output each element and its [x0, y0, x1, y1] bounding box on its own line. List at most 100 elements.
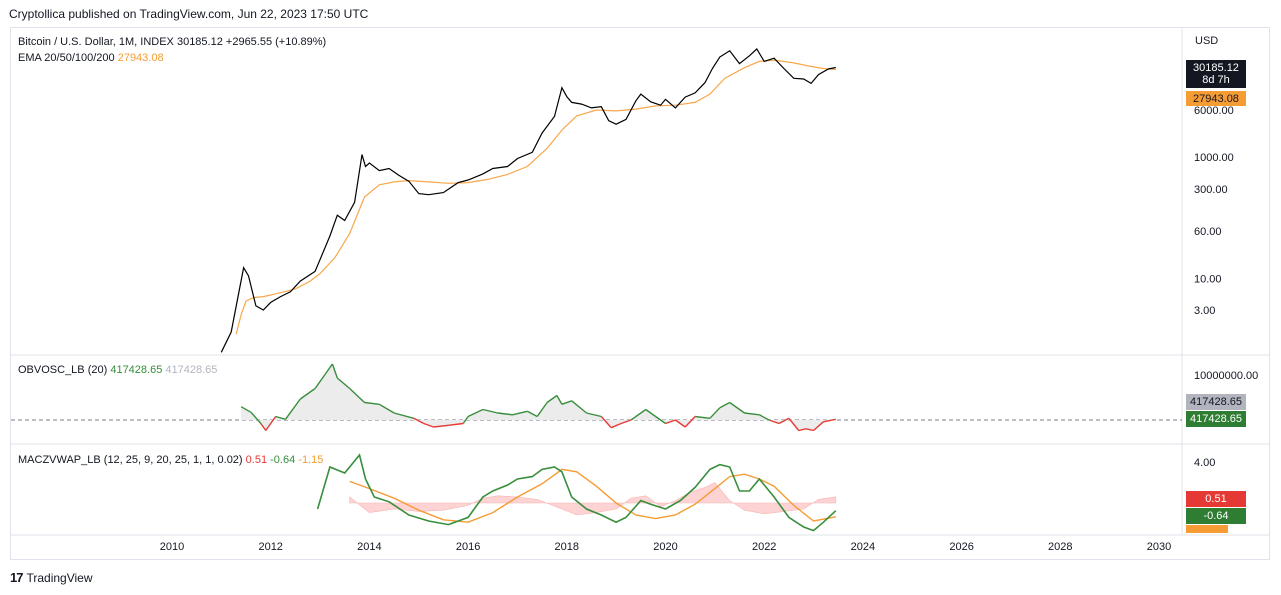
macz-value-2: -0.64: [270, 454, 296, 466]
macz-histogram-layer: [349, 482, 837, 516]
obv-segment: [744, 412, 760, 416]
price-tick-label: 1000.00: [1194, 152, 1234, 164]
ema-legend[interactable]: EMA 20/50/100/200 27943.08: [18, 52, 164, 64]
obv-segment: [275, 415, 286, 420]
obv-segment: [798, 428, 807, 432]
obv-segment: [526, 410, 538, 418]
obv-segment: [240, 406, 252, 413]
obv-segment: [719, 401, 731, 409]
obv-segment: [805, 428, 814, 432]
obv-name: OBVOSC_LB (20): [18, 364, 108, 376]
obv-segment: [260, 423, 267, 431]
obv-segment: [413, 417, 425, 425]
obv-segment: [423, 422, 434, 428]
macz-badge-green-bg: [1186, 508, 1246, 524]
ema-badge-bg: [1186, 91, 1246, 106]
price-change: +2965.55 (+10.89%): [225, 36, 327, 48]
time-tick-label: 2030: [1147, 541, 1171, 553]
macz-legend[interactable]: MACZVWAP_LB (12, 25, 9, 20, 25, 1, 1, 0.…: [18, 454, 323, 466]
obv-segment: [448, 422, 464, 426]
obv-segment: [265, 416, 277, 431]
series-layer: [220, 48, 837, 532]
time-axis-ticks[interactable]: 2010 2012 2014 2016 2018 2020 2022 2024 2026 2028…: [160, 541, 1171, 553]
last-price-badge-text: 30185.12: [1193, 62, 1239, 74]
time-tick-label: 2026: [949, 541, 973, 553]
tradingview-footer[interactable]: 17 TradingView: [10, 570, 93, 585]
macz-badge-orange: [1186, 525, 1228, 533]
obv-segment: [600, 416, 612, 429]
obv-segment: [324, 363, 333, 375]
macz-badge-green-text: -0.64: [1203, 510, 1228, 522]
obv-segment: [778, 417, 790, 425]
obv-segment: [556, 395, 563, 405]
obv-badge-green-text: 417428.65: [1190, 413, 1242, 425]
tradingview-logo-icon: 17: [10, 570, 24, 585]
macz-signal-line: [349, 468, 836, 523]
obv-segment: [823, 418, 836, 423]
price-axis-ticks[interactable]: 3.00 10.00 60.00 300.00 1000.00 6000.00 100000…: [1194, 105, 1258, 469]
ema-badge-text: 27943.08: [1193, 93, 1239, 105]
macz-histogram: [349, 482, 837, 516]
obv-value-2: 417428.65: [165, 364, 218, 376]
obv-segment: [571, 400, 587, 414]
obv-segment: [645, 408, 657, 418]
obv-legend[interactable]: OBVOSC_LB (20) 417428.65 417428.65: [18, 364, 217, 376]
time-tick-label: 2022: [752, 541, 776, 553]
publisher-caption: Cryptollica published on TradingView.com…: [9, 7, 369, 21]
price-tick-label: 60.00: [1194, 226, 1222, 238]
obv-segment: [729, 401, 745, 414]
obv-segment: [684, 416, 696, 428]
time-tick-label: 2012: [258, 541, 282, 553]
obv-segment: [378, 403, 395, 414]
obv-segment: [462, 416, 469, 424]
obv-badge-green-bg: [1186, 411, 1246, 427]
macz-value-1: 0.51: [245, 454, 268, 466]
obv-badge-grey-bg: [1186, 394, 1246, 410]
time-tick-label: 2014: [357, 541, 381, 553]
obv-segment: [250, 411, 262, 424]
obv-segment: [665, 419, 676, 425]
obv-segment: [299, 387, 316, 400]
obv-area-layer: [241, 364, 836, 431]
obv-segment: [709, 407, 721, 419]
price-tick-label: 6000.00: [1194, 105, 1234, 117]
obv-segment: [758, 414, 770, 421]
tradingview-brand: TradingView: [26, 570, 93, 585]
currency-label: USD: [1195, 35, 1219, 47]
obv-segment: [393, 412, 414, 419]
ema-label: EMA 20/50/100/200: [18, 52, 115, 64]
obv-segment: [695, 415, 710, 419]
time-tick-label: 2024: [851, 541, 875, 553]
ema-value: 27943.08: [117, 52, 164, 64]
time-tick-label: 2018: [555, 541, 579, 553]
chart-frame[interactable]: [10, 27, 1270, 560]
price-line: [220, 48, 836, 353]
obv-segment: [512, 410, 528, 416]
obv-fill: [241, 364, 836, 431]
obv-segment: [674, 419, 686, 428]
last-price: 30185.12: [176, 36, 223, 48]
obv-segment: [561, 400, 572, 405]
symbol-title: Bitcoin / U.S. Dollar, 1M, INDEX: [18, 36, 174, 48]
obv-segment: [314, 374, 326, 389]
obv-segment: [768, 419, 780, 425]
price-tick-label: 10.00: [1194, 273, 1222, 285]
obv-tick-label: 10000000.00: [1194, 370, 1258, 382]
main-legend[interactable]: Bitcoin / U.S. Dollar, 1M, INDEX 30185.1…: [18, 36, 326, 48]
macz-line: [316, 453, 837, 532]
obv-value-1: 417428.65: [110, 364, 163, 376]
obv-segment: [331, 363, 338, 379]
obv-segment: [349, 387, 365, 404]
obv-segment: [586, 412, 602, 418]
obv-segment: [467, 408, 484, 418]
obv-segment: [630, 408, 647, 421]
macz-badge-red-bg: [1186, 491, 1246, 507]
obv-badge-grey-text: 417428.65: [1190, 396, 1242, 408]
obv-segment: [655, 415, 666, 425]
obv-segment: [536, 402, 548, 417]
obv-segment: [813, 421, 824, 432]
obv-segment: [364, 401, 380, 405]
obv-segment: [433, 424, 449, 428]
